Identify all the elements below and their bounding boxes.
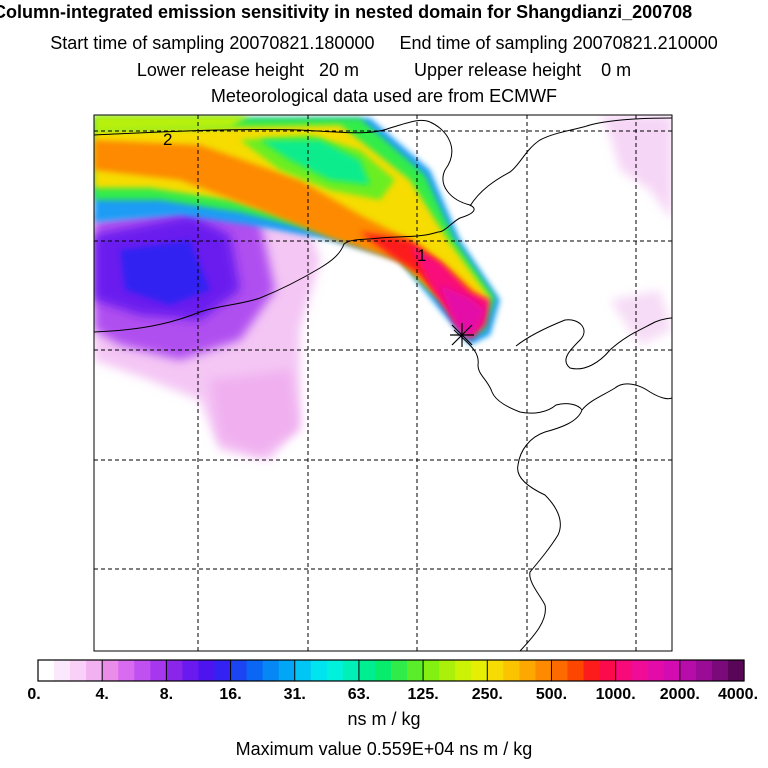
colorbar-swatch [679,660,697,681]
colorbar-frame [37,659,745,682]
colorbar-swatch [647,660,665,681]
colorbar-swatch [310,660,328,681]
colorbar-swatch [118,660,135,681]
colorbar-swatch [391,660,408,681]
colorbar-swatch [38,660,55,681]
colorbar-swatch [70,660,87,681]
colorbar-swatch [102,660,119,681]
colorbar-swatch [326,660,344,681]
colorbar-swatch [615,660,633,681]
colorbar-tick-label: 500. [536,686,567,703]
colorbar-swatch [342,660,360,681]
colorbar-tick-label: 1000. [596,686,636,703]
sampling-times: Start time of sampling 20070821.180000 E… [0,33,768,54]
end-time-label: End time of sampling 20070821.210000 [399,33,718,53]
coast-line-east [517,409,583,651]
colorbar-tick-label: 125. [408,686,439,703]
colorbar-swatch [86,660,103,681]
colorbar-swatch [214,660,232,681]
colorbar-tick-label: 250. [472,686,503,703]
colorbar-swatch [439,660,456,681]
cluster-label-1: 1 [417,246,426,265]
colorbar-swatch [423,660,440,681]
cluster-label-2: 2 [163,130,172,149]
colorbar-swatch [262,660,280,681]
colorbar-ticks: 0. 4. 8. 16. 31. 63. 125. 250. 500. 1000. 2000. 400… [27,660,758,703]
colorbar-swatch [551,660,569,681]
coast-line-bay [453,329,583,414]
colorbar-tick-label: 4000. [718,686,758,703]
coast-line-peninsula-south [581,383,672,411]
colorbar-swatch [583,660,601,681]
colorbar-swatch [567,660,585,681]
receptor-marker [450,323,474,347]
colorbar-swatch [727,660,745,681]
colorbar-swatch [599,660,617,681]
border-line-northeast [469,117,672,207]
colorbar-swatch [711,660,729,681]
colorbar-swatch [695,660,713,681]
colorbar-tick-label: 2000. [660,686,700,703]
coast-line-peninsula [515,317,672,370]
max-value-label: Maximum value 0.559E+04 ns m / kg [235,739,533,759]
colorbar-swatch [246,660,264,681]
release-heights: Lower release height 20 m Upper release … [0,60,768,81]
colorbar-swatch [358,660,376,681]
colorbar-tick-label: 8. [160,686,173,703]
colorbar-swatch [134,660,151,681]
colorbar-swatch [294,660,312,681]
lower-release-label: Lower release height 20 m [136,60,359,80]
met-data-label: Meteorological data used are from ECMWF [210,86,558,106]
border-line [94,119,431,136]
map-frame [93,114,673,652]
colorbar-swatch [230,660,248,681]
border-line-south [94,231,439,333]
colorbar-swatch [407,660,424,681]
colorbar-tick-label: 63. [348,686,370,703]
colorbar-swatch [198,660,216,681]
colorbar-tick-label: 4. [96,686,109,703]
colorbar-swatch [150,660,167,681]
plot-title: Column-integrated emission sensitivity i… [0,2,693,22]
colorbar-tick-label: 31. [284,686,306,703]
units-label: ns m / kg [347,709,421,729]
colorbar-swatch [519,660,537,681]
coast-line-north [429,121,475,233]
coastlines [94,117,672,651]
colorbar-swatch [631,660,649,681]
colorbar-swatch [663,660,681,681]
colorbar-swatch [374,660,392,681]
colorbar-swatch [166,660,184,681]
start-time-label: Start time of sampling 20070821.180000 [50,33,375,53]
colorbar-swatch [455,660,472,681]
colorbar-tick-label: 16. [219,686,241,703]
colorbar-swatch [182,660,200,681]
colorbar-swatch [503,660,520,681]
gridlines [94,115,672,651]
upper-release-label: Upper release height 0 m [414,60,632,80]
colorbar-swatch [278,660,296,681]
colorbar-swatch [487,660,504,681]
colorbar-tick-label: 0. [27,686,40,703]
colorbar-swatch [471,660,488,681]
colorbar-swatch [535,660,553,681]
colorbar [38,660,745,681]
colorbar-swatch [54,660,71,681]
